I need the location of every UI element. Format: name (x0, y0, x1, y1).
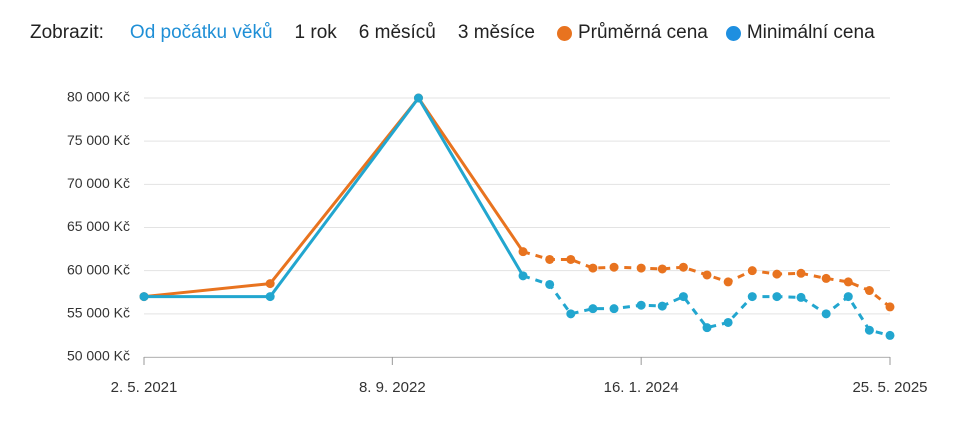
data-point (678, 262, 688, 272)
data-point (609, 304, 619, 314)
legend-marker (556, 25, 572, 41)
y-tick-label: 80 000 Kč (67, 89, 130, 105)
data-point (796, 268, 806, 278)
data-point (545, 254, 555, 264)
toolbar-label: Zobrazit: (30, 22, 104, 43)
series-line (522, 274, 891, 337)
range-option[interactable]: Od počátku věků (129, 22, 273, 43)
data-point (796, 292, 806, 302)
data-point (636, 300, 646, 310)
y-tick-label: 50 000 Kč (67, 348, 130, 364)
toolbar: Zobrazit: Od počátku věků 1 rok 6 měsíců 3 … (30, 22, 893, 44)
data-point (265, 292, 275, 302)
y-tick-label: 70 000 Kč (67, 175, 130, 191)
y-tick-label: 65 000 Kč (67, 218, 130, 234)
data-point (747, 266, 757, 276)
data-point (566, 309, 576, 319)
data-point (843, 292, 853, 302)
x-tick-label: 16. 1. 2024 (604, 379, 679, 396)
data-point (609, 262, 619, 272)
data-point (885, 302, 895, 312)
data-point (772, 292, 782, 302)
data-point (821, 309, 831, 319)
range-option[interactable]: 6 měsíců (358, 22, 436, 43)
data-point (265, 279, 275, 289)
y-tick-label: 60 000 Kč (67, 261, 130, 277)
data-point (747, 292, 757, 302)
y-tick-label: 55 000 Kč (67, 305, 130, 321)
data-point (657, 264, 667, 274)
legend-item[interactable]: Průměrná cena (556, 22, 708, 44)
data-point (657, 301, 667, 311)
data-point (702, 270, 712, 280)
data-point (843, 277, 853, 287)
legend-label: Průměrná cena (577, 22, 708, 43)
data-point (518, 271, 528, 281)
data-point (723, 277, 733, 287)
data-point (821, 273, 831, 283)
data-point (588, 304, 598, 314)
range-option[interactable]: 1 rok (294, 22, 337, 43)
range-option[interactable]: 3 měsíce (457, 22, 535, 43)
legend-marker (725, 25, 741, 41)
series-line (144, 96, 525, 299)
data-point (864, 325, 874, 335)
data-point (636, 263, 646, 273)
data-point (723, 317, 733, 327)
data-point (545, 279, 555, 289)
data-point (518, 247, 528, 257)
x-tick-label: 25. 5. 2025 (852, 379, 927, 396)
x-tick-label: 8. 9. 2022 (359, 379, 426, 396)
data-point (139, 292, 149, 302)
legend-item[interactable]: Minimální cena (725, 22, 875, 44)
series-line (143, 96, 525, 299)
data-point (588, 263, 598, 273)
data-point (566, 254, 576, 264)
data-point (413, 93, 423, 103)
y-tick-label: 75 000 Kč (67, 132, 130, 148)
data-point (678, 292, 688, 302)
x-tick-label: 2. 5. 2021 (111, 379, 178, 396)
data-point (772, 269, 782, 279)
data-point (864, 286, 874, 296)
data-point (885, 330, 895, 340)
data-point (702, 323, 712, 333)
legend-label: Minimální cena (746, 22, 875, 43)
